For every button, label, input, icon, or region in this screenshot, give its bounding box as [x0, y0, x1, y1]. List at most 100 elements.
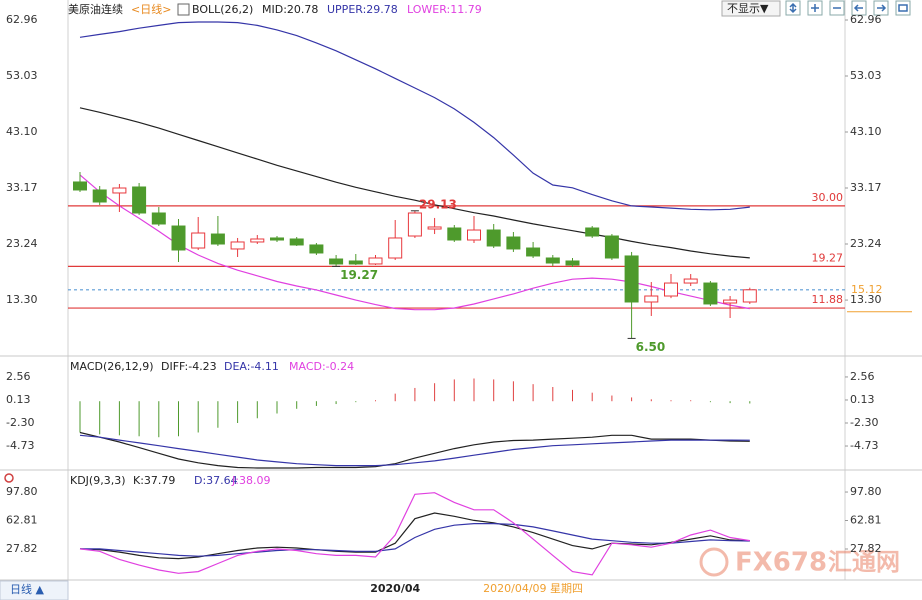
period-button[interactable]: [0, 580, 69, 600]
candle-body: [388, 237, 403, 259]
y-tick-label: 23.24: [6, 237, 38, 250]
candle-body: [624, 255, 639, 303]
candle-body: [604, 235, 619, 259]
candle-body: [191, 232, 206, 249]
x-tick-label: 2020/04: [370, 582, 420, 595]
y-tick-label: 33.17: [6, 181, 38, 194]
candle-body: [329, 258, 344, 265]
tool-icons: [789, 2, 908, 14]
candle-body: [703, 282, 718, 305]
indicator-name: MACD(26,12,9): [70, 360, 154, 373]
y-tick-label: 53.03: [6, 69, 38, 82]
y-tick-label: 62.96: [850, 13, 882, 26]
candle-body: [427, 226, 442, 230]
candle-body: [467, 229, 481, 241]
icon: [853, 4, 863, 12]
icon: [877, 4, 887, 12]
candle-body: [644, 295, 659, 303]
candle-body: [92, 189, 107, 203]
tool-button[interactable]: [895, 0, 911, 16]
settings-icon[interactable]: [4, 473, 14, 483]
toolbar: [785, 0, 911, 16]
annotation-label: 29.13: [419, 197, 457, 211]
candle-body: [585, 227, 600, 237]
candle-body: [526, 247, 541, 257]
candle-body: [486, 229, 501, 247]
y-tick-label: 62.81: [6, 514, 38, 527]
legend-entry: DEA:-4.11: [224, 360, 279, 373]
dropdown-label: 不显示▼: [727, 2, 769, 15]
candle-body: [250, 238, 265, 243]
candle-body: [289, 238, 304, 246]
candle-body: [368, 257, 383, 265]
y-tick-label: 97.80: [6, 485, 38, 498]
candle-body: [132, 186, 147, 214]
horizontal-line-label: 11.88: [812, 293, 844, 306]
y-tick-label: -2.30: [6, 416, 34, 429]
chart-title: 美原油连续: [68, 2, 123, 16]
cursor-date: 2020/04/09 星期四: [483, 582, 583, 595]
legend-entry: J:38.09: [231, 474, 270, 487]
indicator-name: BOLL(26,2): [192, 3, 253, 16]
candle-body: [112, 187, 127, 194]
indicator-line: [79, 21, 750, 211]
icon: [898, 4, 908, 12]
candle-body: [664, 282, 678, 297]
y-tick-label: 0.13: [6, 393, 31, 406]
candle-body: [309, 244, 324, 254]
y-tick-label: 13.30: [6, 293, 38, 306]
y-tick-label: 23.24: [850, 237, 882, 250]
watermark: FX678 汇通网: [699, 547, 900, 578]
y-tick-label: 2.56: [850, 370, 875, 383]
dropdown[interactable]: [721, 0, 781, 17]
legend-entry: D:37.64: [194, 474, 238, 487]
candle-body: [447, 227, 462, 241]
y-tick-label: 0.13: [850, 393, 875, 406]
y-tick-label: -4.73: [6, 439, 34, 452]
candle-body: [683, 278, 698, 284]
y-tick-label: 43.10: [850, 125, 882, 138]
candle-body: [545, 257, 560, 264]
candle-body: [723, 299, 738, 304]
legend-entry: MID:20.78: [262, 3, 318, 16]
y-tick-label: 33.17: [850, 181, 882, 194]
annotation-label: 19.27: [340, 268, 378, 282]
watermark-text: FX678: [735, 548, 827, 578]
period-button-label: 日线 ▲: [10, 582, 44, 596]
y-tick-label: 27.82: [850, 542, 882, 555]
y-tick-label: 53.03: [850, 69, 882, 82]
indicator-line: [79, 512, 750, 560]
y-tick-label: 43.10: [6, 125, 38, 138]
icon: [811, 4, 819, 12]
y-tick-label: 2.56: [6, 370, 31, 383]
watermark-logo: [699, 547, 729, 577]
indicator-line: [79, 492, 750, 576]
candle-body: [407, 212, 422, 237]
y-tick-label: -4.73: [850, 439, 878, 452]
indicator-line: [79, 431, 750, 469]
candle-body: [171, 225, 186, 251]
indicator-line: [80, 523, 750, 557]
candle-body: [742, 289, 757, 303]
legend-entry: DIFF:-4.23: [161, 360, 217, 373]
indicator-line: [79, 107, 750, 259]
horizontal-line-label: 19.27: [812, 251, 844, 264]
indicator-name: KDJ(9,3,3): [70, 474, 126, 487]
legend-entry: UPPER:29.78: [327, 3, 398, 16]
candle-body: [230, 241, 245, 250]
icon: [789, 2, 797, 14]
y-tick-label: -2.30: [850, 416, 878, 429]
y-tick-label: 97.80: [850, 485, 882, 498]
period-label: <日线>: [131, 2, 171, 16]
legend-entry: LOWER:11.79: [407, 3, 482, 16]
y-tick-label: 27.82: [6, 542, 38, 555]
candle-body: [506, 236, 521, 250]
candle-body: [73, 181, 87, 191]
indicator-icon[interactable]: [177, 3, 190, 16]
candle-body: [151, 212, 166, 225]
legend-entry: K:37.79: [133, 474, 175, 487]
price-label: 15.12: [851, 283, 883, 296]
candle-body: [210, 233, 225, 245]
